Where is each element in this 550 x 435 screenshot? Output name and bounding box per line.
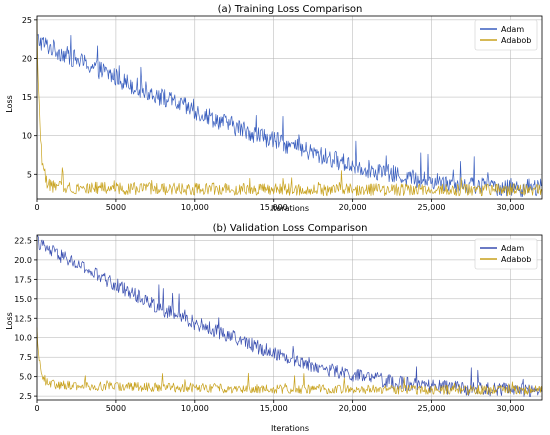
legend-box	[474, 238, 538, 270]
y-tick-label: 2.5	[19, 392, 32, 401]
x-tick-label: 10,000	[181, 203, 209, 212]
series-line-adabob	[36, 327, 543, 395]
x-tick-label: 30,000	[496, 203, 524, 212]
y-tick-label: 20	[22, 54, 32, 63]
series-line-adam	[37, 235, 543, 397]
y-tick-label: 12.5	[14, 314, 32, 323]
chart-title: (b) Validation Loss Comparison	[213, 223, 368, 234]
y-tick-label: 17.5	[14, 275, 32, 284]
y-tick-label: 20.0	[14, 256, 32, 265]
plot-frame	[36, 234, 543, 401]
legend-label: Adam	[501, 25, 524, 34]
x-tick-label: 20,000	[339, 203, 367, 212]
training-loss-panel: (a) Training Loss Comparison 0 5000 10,000…	[5, 4, 543, 213]
legend-label: Adabob	[501, 255, 531, 264]
validation-loss-panel: (b) Validation Loss Comparison 0 5000 10,0…	[5, 223, 543, 433]
plot-frame	[36, 15, 543, 200]
series-line-adabob	[36, 19, 543, 197]
x-tick-label: 10,000	[181, 404, 209, 413]
y-tick-label: 25	[22, 16, 32, 25]
legend-box	[474, 19, 538, 51]
y-tick-label: 5	[27, 170, 32, 179]
x-tick-label: 20,000	[339, 404, 367, 413]
x-tick-label: 15,000	[260, 404, 288, 413]
x-axis-label: Iterations	[271, 424, 309, 433]
y-axis-label: Loss	[5, 95, 14, 113]
legend-label: Adam	[501, 244, 524, 253]
x-tick-label: 25,000	[418, 404, 446, 413]
y-tick-label: 10	[22, 132, 32, 141]
legend-label: Adabob	[501, 36, 531, 45]
y-tick-label: 5.0	[19, 373, 32, 382]
chart-title: (a) Training Loss Comparison	[218, 4, 363, 15]
y-axis-label: Loss	[5, 312, 14, 330]
y-tick-label: 10.0	[14, 334, 32, 343]
y-tick-label: 22.5	[14, 236, 32, 245]
x-axis-label: Iterations	[271, 204, 309, 213]
x-tick-label: 30,000	[496, 404, 524, 413]
y-tick-label: 15	[22, 93, 32, 102]
x-tick-label: 0	[34, 203, 39, 212]
y-tick-label: 15.0	[14, 295, 32, 304]
x-tick-label: 25,000	[418, 203, 446, 212]
legend: Adam Adabob	[474, 238, 538, 270]
x-tick-label: 15,000	[260, 203, 288, 212]
x-tick-label: 0	[34, 404, 39, 413]
series-line-adam	[36, 34, 543, 198]
y-tick-label: 7.5	[19, 353, 32, 362]
x-tick-label: 5000	[106, 404, 126, 413]
legend: Adam Adabob	[474, 19, 538, 51]
x-tick-label: 5000	[106, 203, 126, 212]
